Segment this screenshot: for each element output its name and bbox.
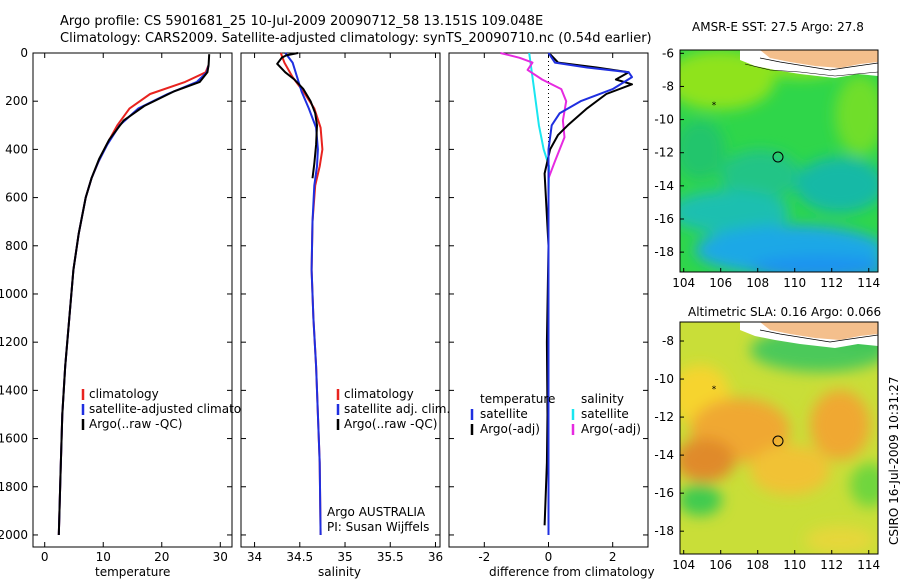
x-tick-label: 112 [820, 276, 843, 290]
x-axis-label: salinity [318, 565, 361, 579]
x-tick-label: 114 [857, 558, 880, 572]
x-tick-label: 34.5 [286, 550, 313, 564]
y-tick-label: 1000 [0, 287, 28, 301]
legend-entry: satellite-adjusted climatology [89, 402, 267, 416]
sla-map-field [680, 322, 878, 554]
x-tick-label: 0 [41, 550, 49, 564]
x-tick-label: 108 [746, 276, 769, 290]
sla-previous-marker: * [712, 385, 717, 395]
series-line-argo [57, 54, 211, 536]
map-axes-sla_map: 104 106 108 110 112 114 -8 -10 -12 -14 -16 -18 [654, 334, 880, 572]
credit-annotation: PI: Susan Wijffels [327, 520, 429, 534]
sla-map-title: Altimetric SLA: 0.16 Argo: 0.066 [688, 305, 881, 319]
plot-frame [32, 52, 233, 548]
legend-entry: Argo(-adj) [480, 422, 540, 436]
y-tick-label: 800 [5, 239, 28, 253]
y-tick-label: 0 [20, 46, 28, 60]
x-tick-label: 35.5 [377, 550, 404, 564]
x-tick-label: 36 [428, 550, 443, 564]
y-tick-label: -12 [654, 410, 674, 424]
y-tick-label: -16 [654, 212, 674, 226]
legend-heading: temperature [480, 392, 555, 406]
figure-title-line2: Climatology: CARS2009. Satellite-adjuste… [60, 31, 652, 46]
x-tick-label: 110 [783, 276, 806, 290]
x-axis-label: temperature [95, 565, 170, 579]
legend-entry: climatology [89, 387, 159, 401]
series-line-satellite [547, 52, 633, 535]
sst-map-field [680, 50, 878, 272]
legend-heading: salinity [581, 392, 624, 406]
map-axes-sst_map: 104 106 108 110 112 114 -6 -8 -10 -12 -14 -16 -18 [654, 46, 880, 290]
series-line-argo [276, 52, 318, 179]
sst-previous-marker: * [712, 101, 717, 111]
timestamp-label: CSIRO 16-Jul-2009 10:31:27 [887, 377, 900, 545]
panel-temperature: 0 10 20 30 0 200 400 600 800 1000 1200 1400 1600 1800… [0, 46, 267, 579]
legend-entry: satellite adj. clim. [344, 402, 450, 416]
legend-entry: satellite [581, 407, 629, 421]
x-tick-label: -2 [478, 550, 490, 564]
y-tick-label: -18 [654, 245, 674, 259]
y-tick-label: -8 [662, 79, 674, 93]
y-tick-label: 1200 [0, 335, 28, 349]
x-tick-label: 2 [609, 550, 617, 564]
sst-map-title: AMSR-E SST: 27.5 Argo: 27.8 [692, 20, 864, 34]
x-tick-label: 106 [709, 558, 732, 572]
legend-entry: Argo(..raw -QC) [344, 417, 437, 431]
credit-annotation: Argo AUSTRALIA [327, 505, 426, 519]
x-tick-label: 0 [545, 550, 553, 564]
y-tick-label: -10 [654, 372, 674, 386]
profile-panels: 0 10 20 30020040060080010001200140016001800… [0, 46, 655, 579]
x-tick-label: 20 [154, 550, 169, 564]
sst-map: AMSR-E SST: 27.5 Argo: 27.8 * 104 106 108 1… [654, 20, 880, 290]
y-tick-label: 200 [5, 94, 28, 108]
x-tick-label: 108 [746, 558, 769, 572]
y-tick-label: -6 [662, 46, 674, 60]
y-tick-label: 600 [5, 191, 28, 205]
x-tick-label: 10 [96, 550, 111, 564]
legend-entry: Argo(-adj) [581, 422, 641, 436]
x-tick-label: 110 [783, 558, 806, 572]
y-tick-label: 1800 [0, 480, 28, 494]
figure-title-line1: Argo profile: CS 5901681_25 10-Jul-2009 … [60, 14, 543, 29]
x-tick-label: 104 [672, 276, 695, 290]
sla-profile-marker [772, 435, 784, 447]
y-tick-label: -14 [654, 448, 674, 462]
y-tick-label: -10 [654, 113, 674, 127]
x-tick-label: 106 [709, 276, 732, 290]
y-tick-label: 2000 [0, 528, 28, 542]
y-tick-label: -8 [662, 334, 674, 348]
y-tick-label: 1600 [0, 432, 28, 446]
y-tick-label: 400 [5, 142, 28, 156]
x-axis-label: difference from climatology [489, 565, 655, 579]
y-tick-label: -18 [654, 524, 674, 538]
y-tick-label: -12 [654, 146, 674, 160]
x-tick-label: 112 [820, 558, 843, 572]
y-tick-label: 1400 [0, 383, 28, 397]
x-tick-label: 114 [857, 276, 880, 290]
x-tick-label: 104 [672, 558, 695, 572]
series-line-argo_adj_salinity [500, 52, 568, 179]
x-tick-label: 34 [247, 550, 262, 564]
y-tick-label: -14 [654, 179, 674, 193]
x-tick-label: 30 [213, 550, 228, 564]
panel-salinity: 34 34.5 35 35.5 36 salinity climatologysatelli… [240, 52, 450, 579]
sst-profile-marker [772, 151, 784, 163]
legend-entry: satellite [480, 407, 528, 421]
legend-entry: climatology [344, 387, 414, 401]
legend-entry: Argo(..raw -QC) [89, 417, 182, 431]
x-tick-label: 35 [337, 550, 352, 564]
plot-frame [240, 52, 441, 548]
sla-map: Altimetric SLA: 0.16 Argo: 0.066 * 104 10 [654, 305, 881, 572]
y-tick-label: -16 [654, 486, 674, 500]
